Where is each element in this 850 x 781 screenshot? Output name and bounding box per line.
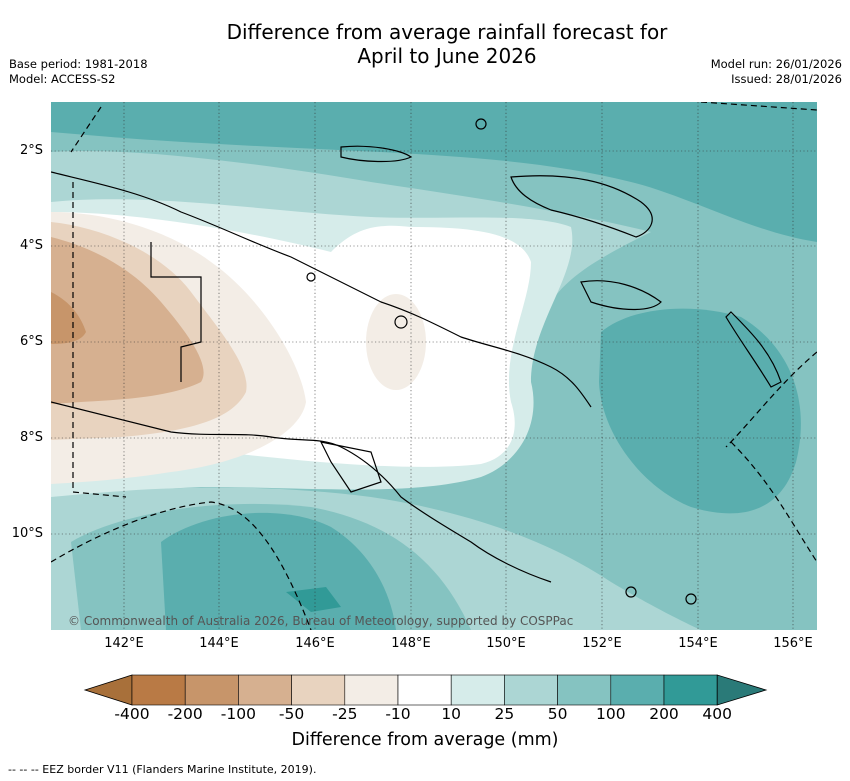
colorbar-segment — [131, 674, 186, 706]
lon-label-144e: 144°E — [199, 636, 239, 651]
colorbar-segment — [344, 674, 399, 706]
island-small-5 — [685, 593, 697, 605]
eez-nw — [70, 106, 102, 153]
contour-100-200-east — [599, 308, 801, 514]
eez-s — [51, 501, 312, 630]
graticule — [51, 102, 817, 630]
colorbar-segment — [184, 674, 239, 706]
lon-label-142e: 142°E — [104, 636, 144, 651]
colorbar-tick-label: -100 — [220, 705, 256, 723]
colorbar-segment — [610, 674, 665, 706]
base-period: Base period: 1981-2018 — [9, 57, 148, 71]
colorbar-segment — [238, 674, 292, 706]
eez-note: -- -- -- EEZ border V11 (Flanders Marine… — [8, 763, 317, 776]
issued-date: Issued: 28/01/2026 — [731, 72, 842, 86]
coast-north — [51, 171, 592, 408]
lon-label-148e: 148°E — [391, 636, 431, 651]
island-small-1 — [475, 118, 487, 130]
colorbar-extend-low — [83, 674, 133, 706]
colorbar-title: Difference from average (mm) — [291, 730, 559, 750]
map-title: Difference from average rainfall forecas… — [150, 20, 744, 68]
lat-label-8s: 8°S — [19, 430, 43, 445]
map-canvas — [51, 102, 817, 630]
lat-label-2s: 2°S — [19, 143, 43, 158]
colorbar-segment — [557, 674, 612, 706]
colorbar-extend-high — [716, 674, 768, 706]
contour-minus100-minus200 — [51, 292, 86, 344]
eez-e — [725, 351, 817, 448]
colorbar-tick-label: 400 — [702, 705, 732, 723]
title-line-1: Difference from average rainfall forecas… — [226, 20, 668, 44]
colorbar-tick-label: -400 — [114, 705, 150, 723]
colorbar-segment — [291, 674, 346, 706]
contour-200-400-spot — [286, 587, 341, 612]
island-new-britain — [510, 175, 653, 238]
colorbar-segment — [450, 674, 505, 706]
meta-left: Base period: 1981-2018 Model: ACCESS-S2 — [9, 57, 148, 87]
lat-label-10s: 10°S — [11, 526, 43, 541]
colorbar-segment — [504, 674, 558, 706]
title-line-2: April to June 2026 — [357, 44, 537, 68]
island-bougainville — [725, 311, 782, 388]
island-small-3 — [394, 315, 408, 329]
colorbar-tick-label: -50 — [278, 705, 305, 723]
contour-100-200-south — [161, 512, 396, 630]
model-run: Model run: 26/01/2026 — [710, 57, 842, 71]
island-small-4 — [625, 586, 637, 598]
coastlines — [51, 118, 782, 605]
eez-w — [72, 182, 127, 498]
colorbar-segment — [663, 674, 718, 706]
lon-label-146e: 146°E — [295, 636, 335, 651]
lon-label-152e: 152°E — [582, 636, 622, 651]
colorbar-tick-label: 10 — [441, 705, 462, 723]
colorbar-tick-label: -200 — [167, 705, 203, 723]
model-name: Model: ACCESS-S2 — [9, 72, 116, 86]
eez-borders — [51, 102, 817, 630]
lat-label-4s: 4°S — [19, 238, 43, 253]
rainfall-map — [51, 102, 817, 630]
colorbar-tick-label: -10 — [385, 705, 411, 723]
island-manus — [340, 145, 413, 163]
colorbar-tick-label: 100 — [596, 705, 626, 723]
copyright-notice: © Commonwealth of Australia 2026, Bureau… — [68, 614, 574, 628]
contour-minus50-minus100 — [51, 237, 204, 404]
island-new-ireland — [580, 280, 662, 311]
meta-right: Model run: 26/01/2026 Issued: 28/01/2026 — [711, 57, 842, 87]
coast-tail — [319, 441, 382, 493]
eez-se — [730, 441, 817, 563]
colorbar-tick-label: 50 — [547, 705, 568, 723]
lat-label-6s: 6°S — [19, 334, 43, 349]
lon-label-154e: 154°E — [678, 636, 718, 651]
lon-label-150e: 150°E — [486, 636, 526, 651]
contour-100-200-north — [51, 102, 817, 242]
colorbar-tick-label: -25 — [332, 705, 358, 723]
colorbar-segment — [397, 674, 452, 706]
lon-label-156e: 156°E — [773, 636, 813, 651]
colorbar-tick-label: 200 — [649, 705, 679, 723]
island-small-2 — [306, 272, 316, 282]
colorbar — [83, 674, 768, 706]
colorbar-tick-label: 25 — [494, 705, 515, 723]
border-png — [150, 242, 202, 382]
